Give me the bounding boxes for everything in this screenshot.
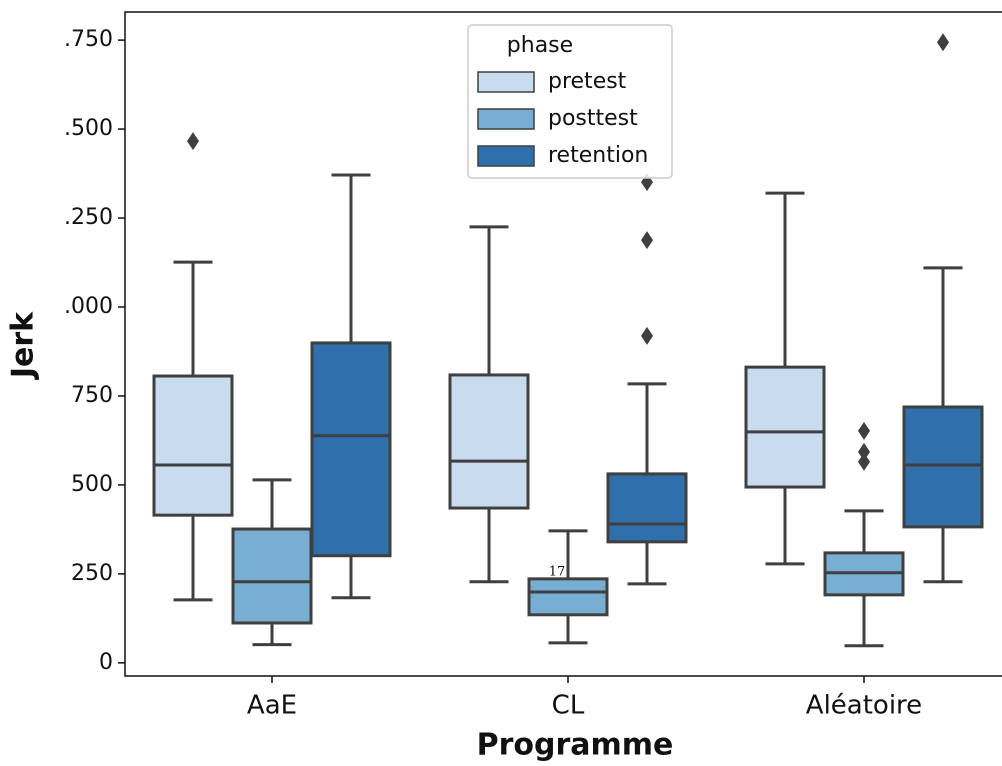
y-tick-label: .250: [64, 205, 113, 230]
y-tick-label: 750: [71, 383, 113, 408]
outlier: [187, 132, 199, 151]
y-tick-label: 250: [71, 561, 113, 586]
x-tick-label: AaE: [247, 691, 297, 721]
legend-label: retention: [548, 143, 648, 168]
outlier: [937, 33, 949, 52]
y-tick-label: .000: [64, 294, 113, 319]
annotation: 17: [549, 565, 566, 580]
box: [310, 341, 392, 558]
legend-swatch: [477, 71, 535, 93]
outlier: [858, 442, 870, 461]
legend-label: posttest: [548, 106, 638, 131]
legend: phase pretest posttest retention: [467, 24, 673, 179]
box: [527, 577, 609, 617]
outlier: [641, 231, 653, 250]
box: [231, 527, 313, 625]
outlier: [858, 452, 870, 471]
x-tick-label: Aléatoire: [806, 691, 922, 721]
legend-swatch: [477, 145, 535, 167]
y-tick-label: 500: [71, 472, 113, 497]
y-axis-label: Jerk: [6, 311, 41, 380]
legend-label: pretest: [548, 69, 627, 94]
legend-swatch: [477, 108, 535, 130]
x-tick-label: CL: [552, 691, 585, 721]
x-axis-label: Programme: [477, 728, 674, 763]
box: [902, 405, 984, 529]
legend-frame: [467, 24, 673, 179]
y-tick-label: .500: [64, 116, 113, 141]
box: [152, 374, 234, 517]
y-tick-label: .750: [64, 27, 113, 52]
outlier: [858, 421, 870, 440]
box: [448, 373, 530, 510]
box: [744, 365, 826, 489]
box: [606, 472, 688, 544]
legend-title: phase: [507, 33, 573, 58]
outlier: [641, 326, 653, 345]
y-tick-label: 0: [99, 650, 113, 675]
